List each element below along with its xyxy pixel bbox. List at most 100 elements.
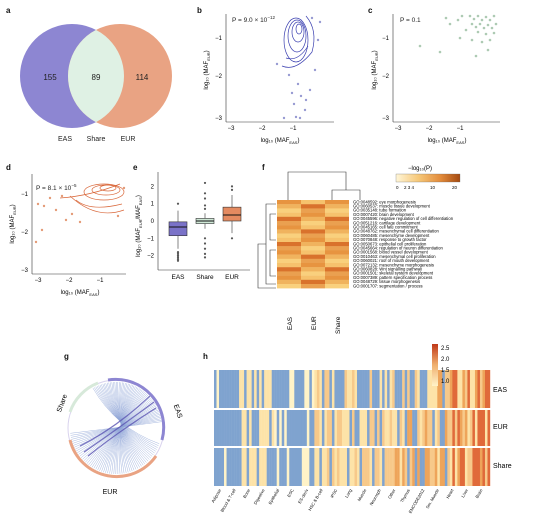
- tissue-cell: [389, 410, 393, 446]
- tissue-cell: [329, 448, 333, 486]
- go-term-label: GO:0045165: cell fate commitment: [353, 225, 419, 230]
- tissue-cell: [442, 410, 446, 446]
- tissue-cell: [449, 448, 453, 486]
- panel-g-ribbons: [70, 381, 162, 475]
- tissue-cell: [346, 448, 350, 486]
- tissue-label: Muscle: [356, 487, 367, 502]
- panel-h-cells: [214, 370, 491, 486]
- tissue-cell: [407, 448, 410, 486]
- tissue-cell: [321, 448, 325, 486]
- tissue-cell: [417, 448, 420, 486]
- tissue-cell: [422, 410, 425, 446]
- tissue-cell: [341, 448, 345, 486]
- go-term-label: GO:0010463: mesenchymal cell proliferati…: [353, 254, 436, 259]
- go-term-label: GO:0048729: tissue morphogenesis: [353, 279, 420, 284]
- tissue-cell: [239, 370, 242, 408]
- tissue-cell: [369, 410, 373, 446]
- box-outlier: [203, 252, 207, 255]
- tissue-cell: [352, 410, 355, 446]
- panel-d-xlabel: log₁₀ (MAFEAS): [61, 290, 100, 297]
- panel-d-xtick-2: −2: [66, 278, 74, 284]
- tissue-cell: [229, 448, 232, 486]
- tissue-cell: [244, 410, 247, 446]
- go-term-label: GO:0007420: brain development: [353, 212, 415, 217]
- tissue-cell: [281, 448, 285, 486]
- tissue-cell: [229, 410, 232, 446]
- box-outlier: [230, 188, 234, 191]
- tissue-cell: [236, 410, 240, 446]
- tissue-cell: [399, 410, 403, 446]
- heatmap-cell: [277, 237, 301, 243]
- go-term-label: GO:0007389: pattern specification proces…: [353, 275, 432, 280]
- tissue-cell: [254, 410, 257, 446]
- panel-h-legend-tick-3: 1.0: [441, 379, 450, 385]
- heatmap-cell: [301, 275, 325, 280]
- tissue-cell: [354, 370, 358, 408]
- tissue-cell: [454, 448, 458, 486]
- tissue-cell: [427, 410, 430, 446]
- box-outlier: [230, 185, 234, 188]
- panel-b-ylabel: log₁₀ (MAFEUR): [204, 50, 211, 89]
- tissue-cell: [487, 448, 491, 486]
- heatmap-cell: [301, 212, 325, 217]
- go-term-label: GO:0048592: eye morphogenesis: [353, 199, 416, 204]
- tissue-cell: [464, 410, 468, 446]
- heatmap-cell: [301, 263, 325, 268]
- tissue-cell: [384, 410, 388, 446]
- go-term-label: GO:0045664: regulation of neuron differe…: [353, 246, 443, 251]
- panel-h-row-eur: EUR: [493, 424, 508, 431]
- go-term-label: GO:0072132: mesenchyme morphogenesis: [353, 262, 434, 267]
- tissue-cell: [359, 448, 363, 486]
- heatmap-cell: [325, 250, 349, 255]
- tissue-cell: [331, 410, 335, 446]
- tissue-cell: [444, 370, 448, 408]
- panel-b-contours: [281, 15, 315, 68]
- tissue-cell: [301, 410, 305, 446]
- panel-f-legend-tick-2: 10: [430, 185, 436, 190]
- tissue-cell: [241, 410, 245, 446]
- tissue-cell: [382, 410, 385, 446]
- tissue-cell: [457, 448, 461, 486]
- panel-h-legend-tick-1: 2.0: [441, 357, 450, 363]
- panel-b-xlabel: log₁₀ (MAFEAS): [261, 138, 300, 145]
- tissue-cell: [324, 370, 328, 408]
- tissue-cell: [296, 448, 300, 486]
- venn-diagram: 155 89 114 EAS Share EUR: [20, 24, 172, 143]
- tissue-cell: [472, 448, 476, 486]
- tissue-cell: [286, 370, 290, 408]
- heatmap-cell: [301, 258, 325, 264]
- panel-letter-d: d: [6, 163, 11, 172]
- go-term-label: GO:0060485: mesenchyme development: [353, 233, 430, 238]
- tissue-cell: [229, 370, 232, 408]
- panel-c-xtick-2: −2: [426, 126, 434, 132]
- tissue-cell: [487, 410, 491, 446]
- panel-c-p-value: P = 0.1: [400, 17, 421, 24]
- tissue-cell: [359, 410, 363, 446]
- tissue-cell: [439, 410, 443, 446]
- tissue-cell: [341, 370, 345, 408]
- heatmap-cell: [325, 208, 349, 213]
- heatmap-cell: [325, 254, 349, 259]
- panel-f-row-dendrogram: [257, 203, 276, 289]
- panel-e-ytick: 2: [151, 184, 155, 190]
- tissue-cell: [294, 370, 297, 408]
- tissue-cell: [234, 370, 237, 408]
- panel-d-points: [34, 186, 126, 244]
- panel-b-xtick-2: −2: [259, 126, 267, 132]
- tissue-cell: [462, 448, 466, 486]
- panel-h-legend-bar: [432, 344, 438, 386]
- tissue-cell: [469, 370, 473, 408]
- heatmap-cell: [325, 246, 349, 251]
- go-term-label: GO:0001707: segmentation / process: [353, 283, 423, 288]
- venn-label-eur: EUR: [121, 136, 136, 143]
- tissue-cell: [372, 370, 375, 408]
- tissue-label: Blood & T-cell: [219, 488, 236, 513]
- panel-e-ytick: 1: [151, 202, 155, 208]
- tissue-cell: [432, 410, 435, 446]
- tissue-cell: [444, 448, 448, 486]
- tissue-cell: [224, 370, 227, 408]
- tissue-cell: [394, 410, 398, 446]
- heatmap-cell: [277, 258, 301, 264]
- tissue-cell: [367, 370, 370, 408]
- tissue-cell: [409, 370, 413, 408]
